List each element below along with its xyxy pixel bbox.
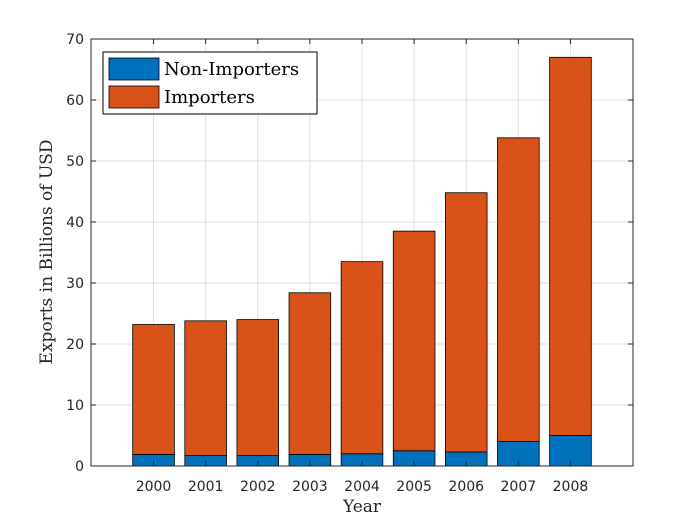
bar-importers-2005	[392, 230, 436, 452]
bar-importers-2007	[497, 137, 540, 443]
y-tick-label: 50	[66, 154, 84, 170]
bar-importers-2001	[184, 320, 227, 457]
bar-importers-2006	[444, 192, 488, 453]
bar-importers-2008	[549, 56, 592, 436]
bar-importers-2002	[236, 319, 280, 457]
x-tick-label: 2006	[448, 479, 484, 495]
bar-importers-2003	[288, 292, 332, 455]
x-tick-label: 2004	[344, 479, 380, 495]
y-tick-label: 0	[75, 459, 84, 475]
y-axis: 0 10 20 30 40 50 60 70	[66, 32, 633, 475]
x-tick-label: 2001	[188, 479, 224, 495]
bar-importers-2004	[340, 261, 384, 455]
legend-swatch-non-importers	[108, 57, 160, 81]
legend-label-importers: Importers	[164, 87, 255, 108]
x-axis: 2000 2001 2002 2003 2004 2005 2006 2007 2008	[136, 39, 589, 495]
x-tick-label: 2003	[292, 479, 328, 495]
legend-swatch-importers	[108, 85, 160, 109]
x-tick-label: 2005	[396, 479, 432, 495]
y-tick-label: 20	[66, 337, 84, 353]
bar-non-importers-2008	[549, 435, 592, 467]
bars	[132, 56, 592, 467]
bar-importers-2000	[132, 324, 175, 455]
legend: Non-Importers Importers	[102, 51, 318, 115]
x-tick-label: 2002	[240, 479, 276, 495]
x-tick-label: 2000	[136, 479, 172, 495]
y-tick-label: 60	[66, 93, 84, 109]
y-tick-label: 30	[66, 276, 84, 292]
x-tick-label: 2007	[501, 479, 537, 495]
y-axis-title: Exports in Billions of USD	[37, 139, 57, 364]
y-tick-label: 40	[66, 215, 84, 231]
x-tick-label: 2008	[553, 479, 589, 495]
y-tick-label: 10	[66, 398, 84, 414]
x-axis-title: Year	[342, 497, 382, 517]
legend-label-non-importers: Non-Importers	[164, 59, 299, 80]
y-tick-label: 70	[66, 32, 84, 48]
